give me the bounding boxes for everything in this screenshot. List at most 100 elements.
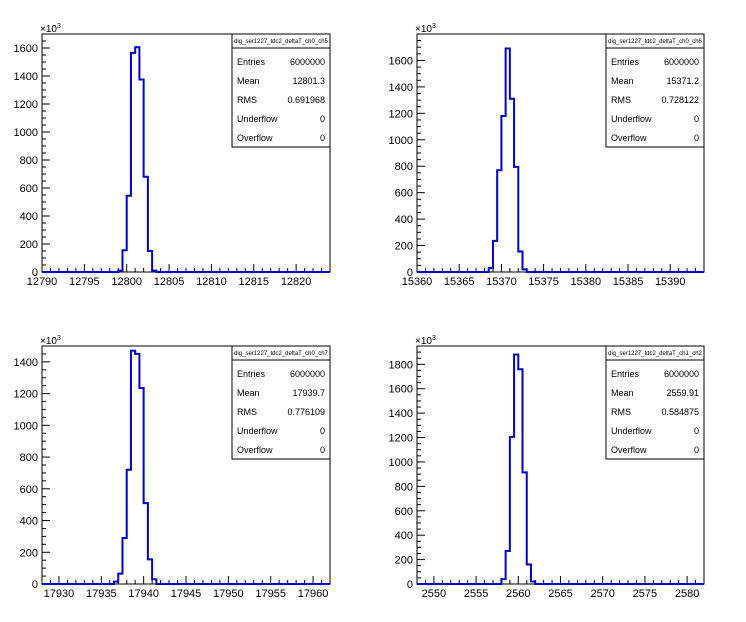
histogram-series <box>417 47 704 273</box>
histogram-series <box>417 353 704 585</box>
x-tick-label: 12795 <box>69 276 100 288</box>
x-tick-label: 2580 <box>675 588 699 600</box>
x-tick-label: 12820 <box>281 276 312 288</box>
y-tick-label: 1000 <box>389 135 413 147</box>
stats-label: RMS <box>237 407 257 417</box>
x-tick-label: 12810 <box>196 276 227 288</box>
stats-label: Overflow <box>237 133 273 143</box>
y-tick-label: 400 <box>20 516 38 528</box>
y-tick-label: 200 <box>20 239 38 251</box>
x-tick-label: 15370 <box>486 276 517 288</box>
stats-label: Mean <box>237 388 260 398</box>
y-tick-label: 1200 <box>389 108 413 120</box>
y-axis-multiplier: ×103 <box>415 335 436 347</box>
stats-label: Underflow <box>611 114 652 124</box>
stats-box <box>605 33 705 148</box>
stats-value: 0.584875 <box>661 407 699 417</box>
histogram-series <box>42 349 330 585</box>
x-tick-label: 17950 <box>213 588 244 600</box>
y-tick-label: 800 <box>395 481 413 493</box>
stats-value: 0 <box>694 114 699 124</box>
x-tick-label: 2570 <box>590 588 614 600</box>
stats-value: 15371.2 <box>666 76 699 86</box>
histogram-series <box>42 46 330 273</box>
x-tick-label: 12805 <box>154 276 185 288</box>
y-tick-label: 600 <box>395 506 413 518</box>
stats-value: 0 <box>320 445 325 455</box>
stats-label: Entries <box>611 369 640 379</box>
stats-label: Entries <box>237 57 266 67</box>
x-tick-label: 17955 <box>255 588 286 600</box>
stats-value: 6000000 <box>664 369 699 379</box>
x-tick-label: 15380 <box>571 276 602 288</box>
stats-value: 17939.7 <box>292 388 325 398</box>
y-tick-label: 1000 <box>14 127 38 139</box>
stats-label: Overflow <box>611 133 647 143</box>
x-tick-label: 12790 <box>27 276 58 288</box>
stats-value: 6000000 <box>290 369 325 379</box>
stats-value: 0.691968 <box>287 95 325 105</box>
stats-value: 6000000 <box>290 57 325 67</box>
y-tick-label: 0 <box>32 267 38 279</box>
x-tick-label: 2575 <box>633 588 657 600</box>
stats-box <box>605 345 705 460</box>
stats-label: RMS <box>611 95 631 105</box>
x-tick-label: 15390 <box>655 276 686 288</box>
y-tick-label: 1800 <box>389 359 413 371</box>
stats-value: 0 <box>694 445 699 455</box>
x-tick-label: 15385 <box>613 276 644 288</box>
stats-label: Overflow <box>611 445 647 455</box>
stats-label: Underflow <box>237 426 278 436</box>
y-tick-label: 200 <box>395 241 413 253</box>
stats-box <box>231 345 331 460</box>
y-tick-label: 1200 <box>14 99 38 111</box>
y-tick-label: 1000 <box>389 457 413 469</box>
y-tick-label: 400 <box>395 530 413 542</box>
x-tick-label: 15375 <box>528 276 559 288</box>
histogram-panel-2: 0 200 400 600 800 1000 1200 1400 1600 15360 15365 1… <box>389 23 705 288</box>
stats-label: Underflow <box>237 114 278 124</box>
y-tick-label: 800 <box>20 155 38 167</box>
stats-label: RMS <box>237 95 257 105</box>
x-tick-label: 2555 <box>464 588 488 600</box>
y-tick-label: 1600 <box>389 384 413 396</box>
y-tick-label: 1000 <box>14 420 38 432</box>
stats-value: 0 <box>694 426 699 436</box>
stats-title: dig_ser1227_tdc2_deltaT_ch0_ch6 <box>608 39 702 45</box>
stats-value: 0.776109 <box>287 407 325 417</box>
x-tick-label: 17940 <box>128 588 159 600</box>
y-tick-label: 1400 <box>14 357 38 369</box>
y-tick-label: 0 <box>407 267 413 279</box>
x-tick-label: 12815 <box>238 276 269 288</box>
histogram-panel-1: 0 200 400 600 800 1000 1200 1400 1600 12790 12795 1… <box>14 23 331 288</box>
stats-value: 12801.3 <box>292 76 325 86</box>
x-tick-label: 2565 <box>548 588 572 600</box>
x-tick-label: 2560 <box>506 588 530 600</box>
y-tick-label: 0 <box>32 579 38 591</box>
stats-value: 6000000 <box>664 57 699 67</box>
y-tick-label: 200 <box>395 555 413 567</box>
y-tick-label: 1200 <box>389 433 413 445</box>
y-tick-label: 400 <box>395 214 413 226</box>
stats-label: Overflow <box>237 445 273 455</box>
y-axis-multiplier: ×103 <box>415 23 436 35</box>
y-tick-label: 200 <box>20 547 38 559</box>
x-tick-label: 15360 <box>402 276 433 288</box>
stats-label: Entries <box>611 57 640 67</box>
stats-value: 0 <box>320 133 325 143</box>
y-tick-label: 1400 <box>389 408 413 420</box>
y-tick-label: 1600 <box>389 55 413 67</box>
y-tick-label: 1400 <box>14 71 38 83</box>
x-tick-label: 17930 <box>44 588 75 600</box>
x-tick-label: 15365 <box>444 276 475 288</box>
x-tick-label: 12800 <box>111 276 142 288</box>
stats-label: Entries <box>237 369 266 379</box>
stats-label: Underflow <box>611 426 652 436</box>
histogram-panel-3: 0 200 400 600 800 1000 1200 1400 17930 17935 17940… <box>14 335 331 600</box>
x-tick-label: 17945 <box>171 588 202 600</box>
y-tick-label: 1400 <box>389 82 413 94</box>
stats-label: Mean <box>237 76 260 86</box>
y-tick-label: 400 <box>20 211 38 223</box>
y-tick-label: 1600 <box>14 43 38 55</box>
